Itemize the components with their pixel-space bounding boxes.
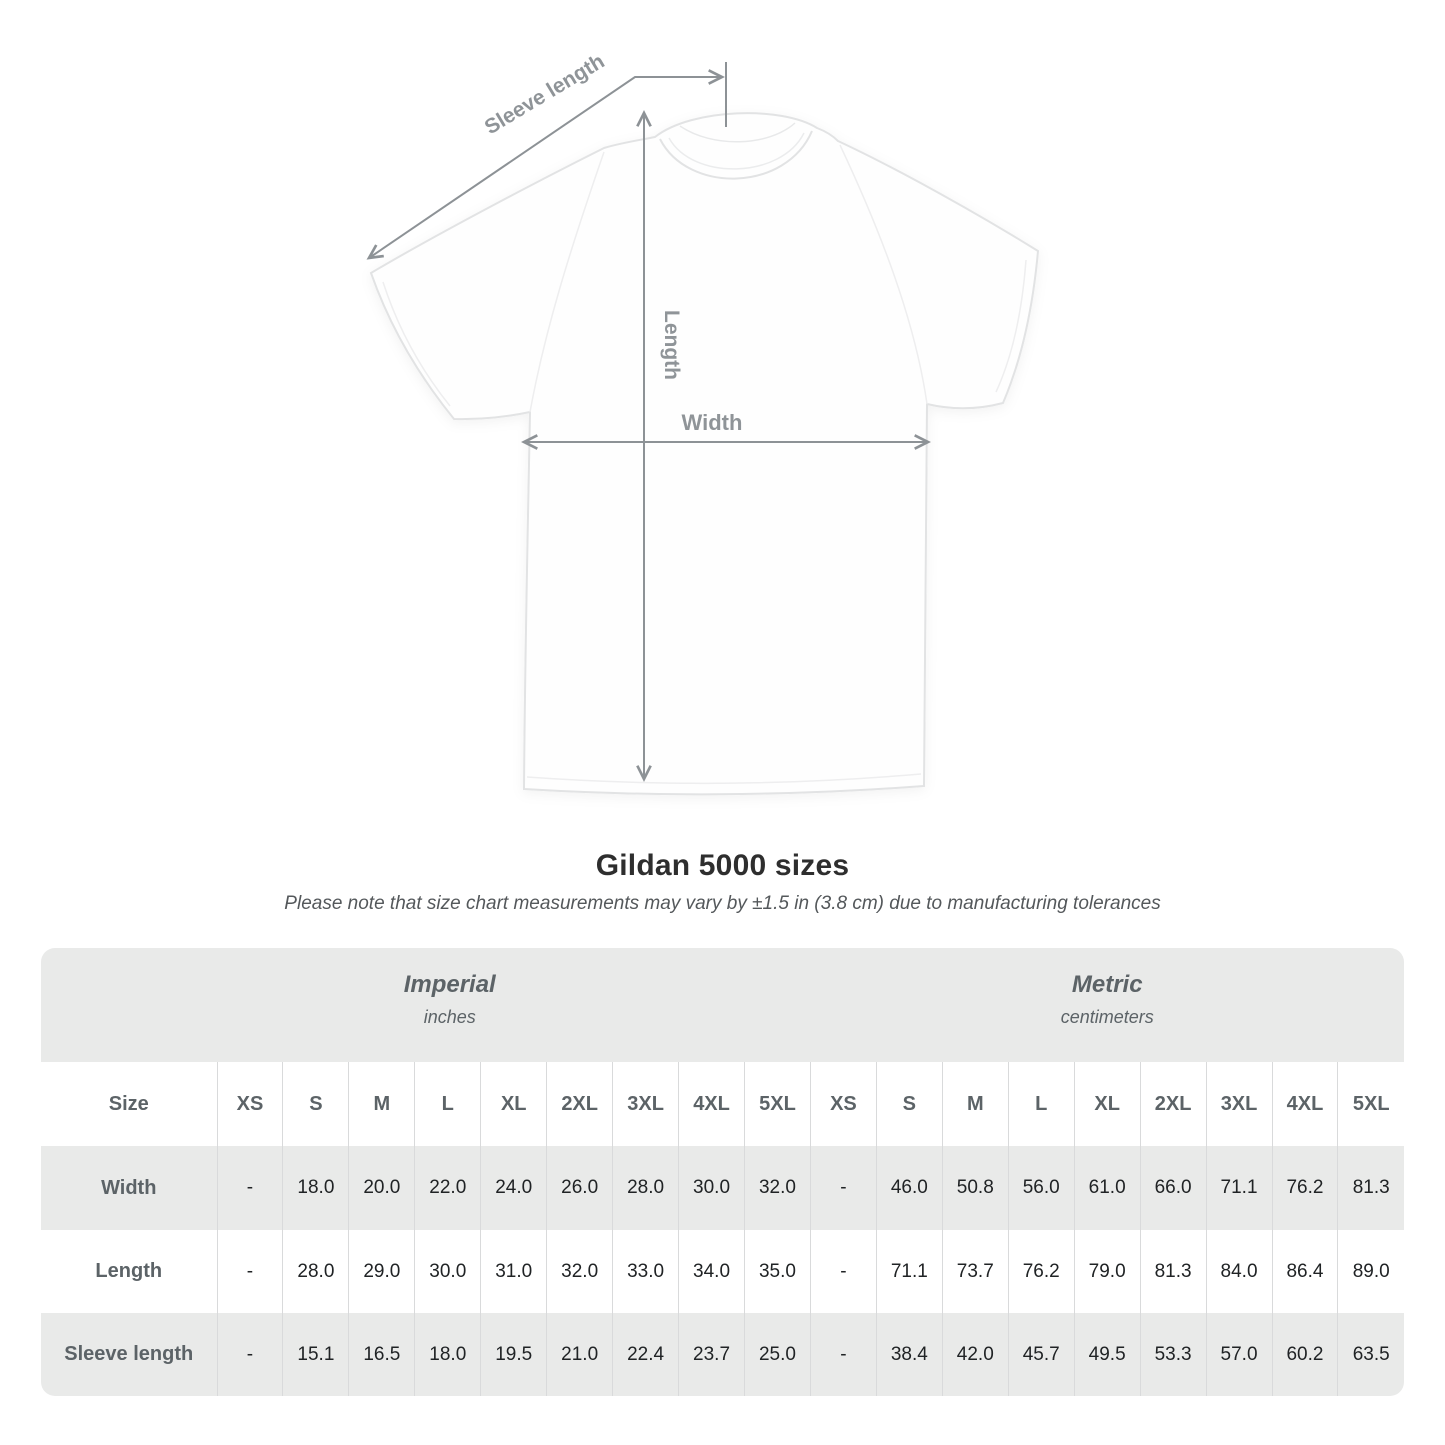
measurement-cell: 30.0 (678, 1146, 745, 1230)
size-header: L (414, 1062, 481, 1146)
size-header: S (282, 1062, 349, 1146)
measurement-cell: 21.0 (546, 1313, 613, 1396)
size-header: M (348, 1062, 415, 1146)
size-header: 2XL (546, 1062, 613, 1146)
measurement-cell: 53.3 (1139, 1313, 1207, 1396)
size-header: 4XL (1271, 1062, 1338, 1146)
size-column-header: Size (41, 1062, 217, 1146)
measurement-cell: 50.8 (941, 1146, 1009, 1230)
measurement-cell: 16.5 (348, 1313, 415, 1396)
measurement-cell: 28.0 (282, 1230, 349, 1313)
length-label: Length (660, 310, 683, 380)
measurement-cell: 35.0 (744, 1230, 811, 1313)
measurement-cell: 71.1 (875, 1230, 943, 1313)
row-label-sleeve-length: Sleeve length (41, 1313, 217, 1396)
row-label-length: Length (41, 1230, 217, 1313)
tolerance-note: Please note that size chart measurements… (284, 893, 1161, 914)
measurement-cell: 46.0 (875, 1146, 943, 1230)
measurement-cell: 20.0 (348, 1146, 415, 1230)
measurement-cell: 18.0 (282, 1146, 349, 1230)
size-header-row: Size XS S M L XL 2XL 3XL 4XL 5XL XS S M … (41, 1062, 1404, 1146)
tshirt-measurement-diagram: Sleeve length Length Width (366, 50, 1040, 796)
measurement-cell: 89.0 (1337, 1230, 1404, 1313)
table-row-width: Width - 18.0 20.0 22.0 24.0 26.0 28.0 30… (41, 1146, 1404, 1230)
size-header: 4XL (678, 1062, 745, 1146)
measurement-cell: 63.5 (1337, 1313, 1404, 1396)
size-header: 5XL (1337, 1062, 1404, 1146)
measurement-cell: 66.0 (1139, 1146, 1207, 1230)
measurement-cell: 79.0 (1073, 1230, 1141, 1313)
measurement-cell: 38.4 (875, 1313, 943, 1396)
sleeve-length-arrow (366, 62, 727, 260)
measurement-cell: 32.0 (546, 1230, 613, 1313)
size-chart-table: Imperial inches Metric centimeters Size … (41, 948, 1404, 1396)
measurement-cell: 18.0 (414, 1313, 481, 1396)
measurement-cell: 31.0 (480, 1230, 547, 1313)
unit-band-row: Imperial inches Metric centimeters (41, 948, 1404, 1062)
measurement-cell: 23.7 (678, 1313, 745, 1396)
measurement-cell: - (216, 1313, 283, 1396)
size-header: XS (809, 1062, 877, 1146)
metric-label: Metric (1071, 971, 1143, 998)
measurement-cell: 81.3 (1139, 1230, 1207, 1313)
metric-group-header: Metric centimeters (810, 948, 1404, 1062)
measurement-cell: 34.0 (678, 1230, 745, 1313)
measurement-cell: 32.0 (744, 1146, 811, 1230)
size-header: S (875, 1062, 943, 1146)
measurement-cell: 81.3 (1337, 1146, 1404, 1230)
measurement-cell: - (809, 1313, 877, 1396)
size-header: 3XL (612, 1062, 679, 1146)
measurement-cell: 33.0 (612, 1230, 679, 1313)
measurement-cell: 86.4 (1271, 1230, 1338, 1313)
width-label: Width (682, 410, 743, 435)
metric-unit-label: centimeters (1060, 1007, 1154, 1027)
size-header: 3XL (1205, 1062, 1272, 1146)
measurement-cell: 30.0 (414, 1230, 481, 1313)
measurement-cell: - (809, 1146, 877, 1230)
measurement-cell: 24.0 (480, 1146, 547, 1230)
measurement-cell: 76.2 (1007, 1230, 1075, 1313)
measurement-cell: 61.0 (1073, 1146, 1141, 1230)
measurement-cell: 56.0 (1007, 1146, 1075, 1230)
imperial-label: Imperial (403, 971, 496, 998)
measurement-cell: 45.7 (1007, 1313, 1075, 1396)
size-header: XL (480, 1062, 547, 1146)
size-header: 5XL (744, 1062, 811, 1146)
measurement-cell: 73.7 (941, 1230, 1009, 1313)
table-row-length: Length - 28.0 29.0 30.0 31.0 32.0 33.0 3… (41, 1230, 1404, 1313)
measurement-cell: - (809, 1230, 877, 1313)
tshirt-graphic (369, 112, 1040, 796)
size-header: XL (1073, 1062, 1141, 1146)
page-title: Gildan 5000 sizes (595, 849, 850, 882)
measurement-cell: - (216, 1146, 283, 1230)
measurement-cell: 15.1 (282, 1313, 349, 1396)
measurement-cell: 60.2 (1271, 1313, 1338, 1396)
measurement-cell: 42.0 (941, 1313, 1009, 1396)
table-row-sleeve-length: Sleeve length - 15.1 16.5 18.0 19.5 21.0… (41, 1313, 1404, 1396)
measurement-cell: 26.0 (546, 1146, 613, 1230)
measurement-cell: 25.0 (744, 1313, 811, 1396)
imperial-group-header: Imperial inches (41, 948, 811, 1062)
measurement-cell: 22.4 (612, 1313, 679, 1396)
size-header: M (941, 1062, 1009, 1146)
measurement-cell: - (216, 1230, 283, 1313)
measurement-cell: 22.0 (414, 1146, 481, 1230)
measurement-cell: 84.0 (1205, 1230, 1272, 1313)
size-header: XS (216, 1062, 283, 1146)
imperial-unit-label: inches (423, 1007, 476, 1027)
row-label-width: Width (41, 1146, 217, 1230)
size-header: L (1007, 1062, 1075, 1146)
sleeve-length-label: Sleeve length (481, 50, 609, 139)
measurement-cell: 57.0 (1205, 1313, 1272, 1396)
measurement-cell: 29.0 (348, 1230, 415, 1313)
measurement-cell: 19.5 (480, 1313, 547, 1396)
measurement-cell: 49.5 (1073, 1313, 1141, 1396)
measurement-cell: 28.0 (612, 1146, 679, 1230)
measurement-cell: 71.1 (1205, 1146, 1272, 1230)
measurement-cell: 76.2 (1271, 1146, 1338, 1230)
size-header: 2XL (1139, 1062, 1207, 1146)
